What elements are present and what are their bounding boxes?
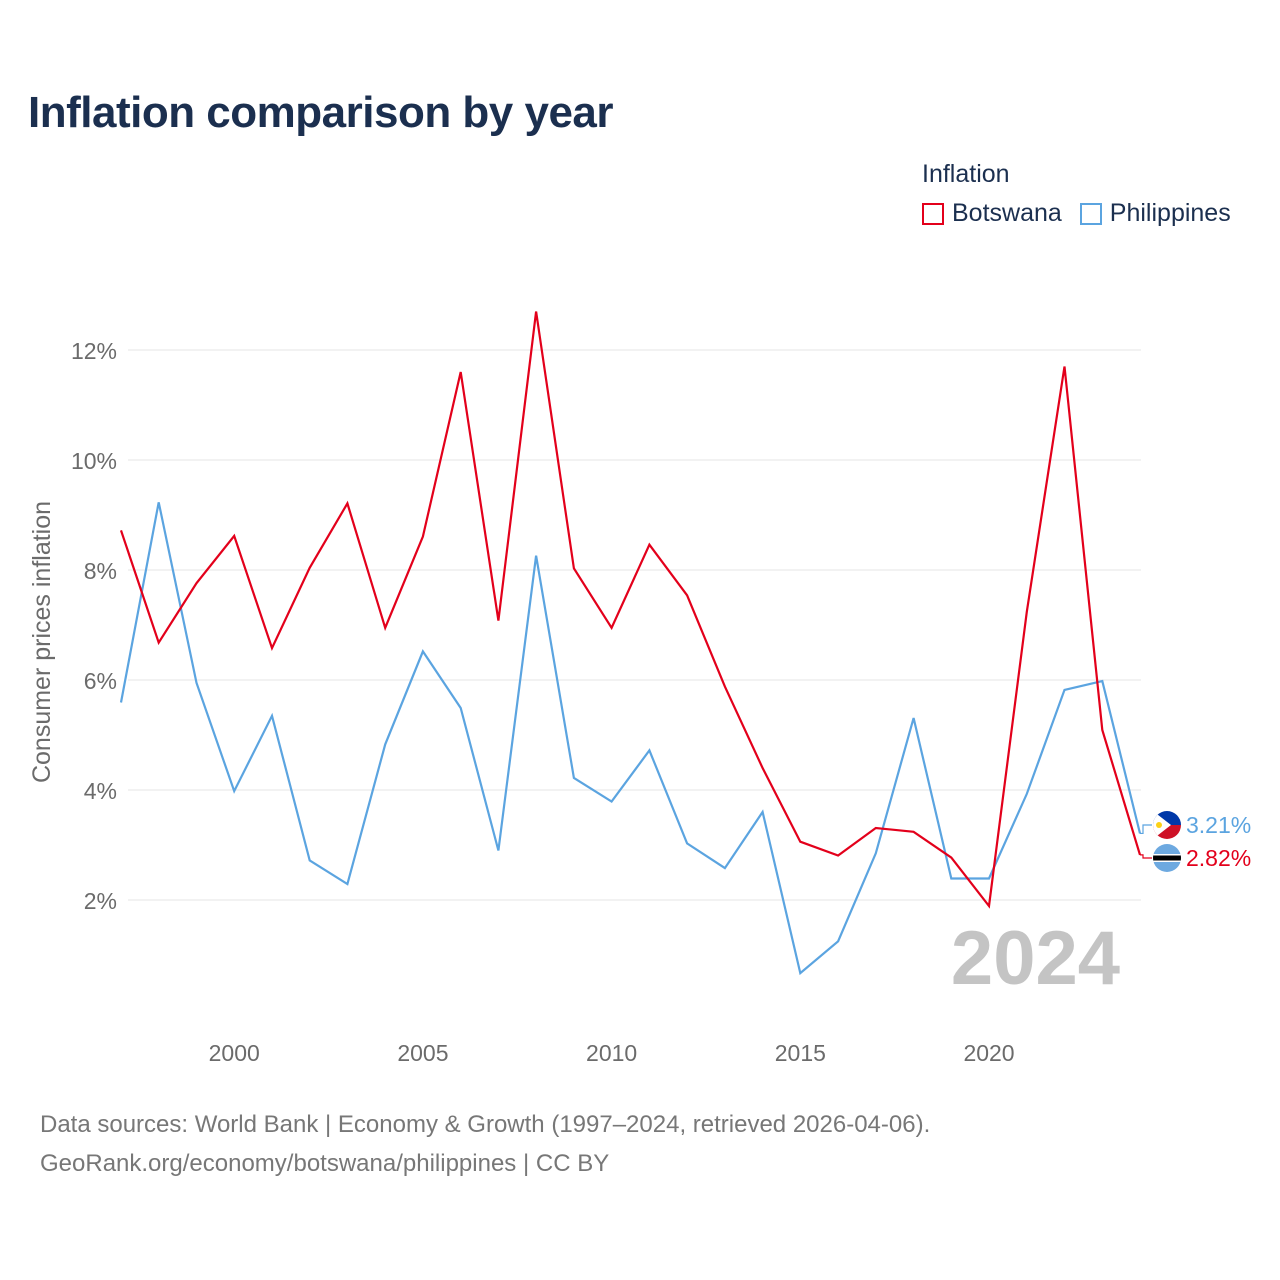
footer: Data sources: World Bank | Economy & Gro… bbox=[40, 1105, 930, 1183]
legend-swatch-botswana bbox=[922, 202, 944, 225]
x-tick-label: 2020 bbox=[963, 1040, 1014, 1066]
legend-swatch-philippines bbox=[1079, 202, 1102, 225]
x-tick-label: 2010 bbox=[586, 1040, 637, 1066]
y-tick-label: 10% bbox=[71, 448, 117, 474]
y-tick-label: 8% bbox=[84, 558, 117, 584]
y-tick-label: 12% bbox=[71, 338, 117, 364]
year-watermark: 2024 bbox=[951, 916, 1120, 1001]
y-axis-label: Consumer prices inflation bbox=[28, 501, 56, 783]
flag-icon-philippines bbox=[1153, 811, 1181, 839]
legend: Inflation Botswana Philippines bbox=[922, 160, 1231, 228]
legend-title: Inflation bbox=[922, 160, 1010, 188]
legend-item-philippines[interactable]: Philippines bbox=[1079, 199, 1231, 228]
series-line-philippines[interactable] bbox=[119, 502, 1142, 976]
legend-label-philippines: Philippines bbox=[1109, 199, 1231, 227]
data-source-text: Data sources: World Bank | Economy & Gro… bbox=[40, 1111, 931, 1138]
x-tick-label: 2005 bbox=[397, 1040, 448, 1066]
x-tick-label: 2015 bbox=[775, 1040, 826, 1066]
end-label-philippines: 3.21% bbox=[1186, 812, 1251, 838]
y-tick-label: 4% bbox=[84, 778, 117, 804]
legend-label-botswana: Botswana bbox=[952, 199, 1062, 227]
end-connector-botswana bbox=[1140, 854, 1152, 859]
line-chart: 2%4%6%8%10%12%2000 2005 2010 2015 2020 2024 … bbox=[28, 311, 1251, 1066]
end-connector-philippines bbox=[1140, 824, 1152, 835]
end-label-botswana: 2.82% bbox=[1186, 845, 1251, 871]
series-line-botswana[interactable] bbox=[119, 311, 1142, 909]
y-tick-label: 2% bbox=[84, 888, 117, 914]
x-tick-label: 2000 bbox=[209, 1040, 260, 1066]
flag-icon-botswana bbox=[1153, 844, 1181, 872]
legend-item-botswana[interactable]: Botswana bbox=[922, 199, 1062, 228]
y-tick-label: 6% bbox=[84, 668, 117, 694]
chart-title: Inflation comparison by year bbox=[28, 88, 614, 137]
attribution-link[interactable]: GeoRank.org/economy/botswana/philippines… bbox=[40, 1150, 610, 1177]
